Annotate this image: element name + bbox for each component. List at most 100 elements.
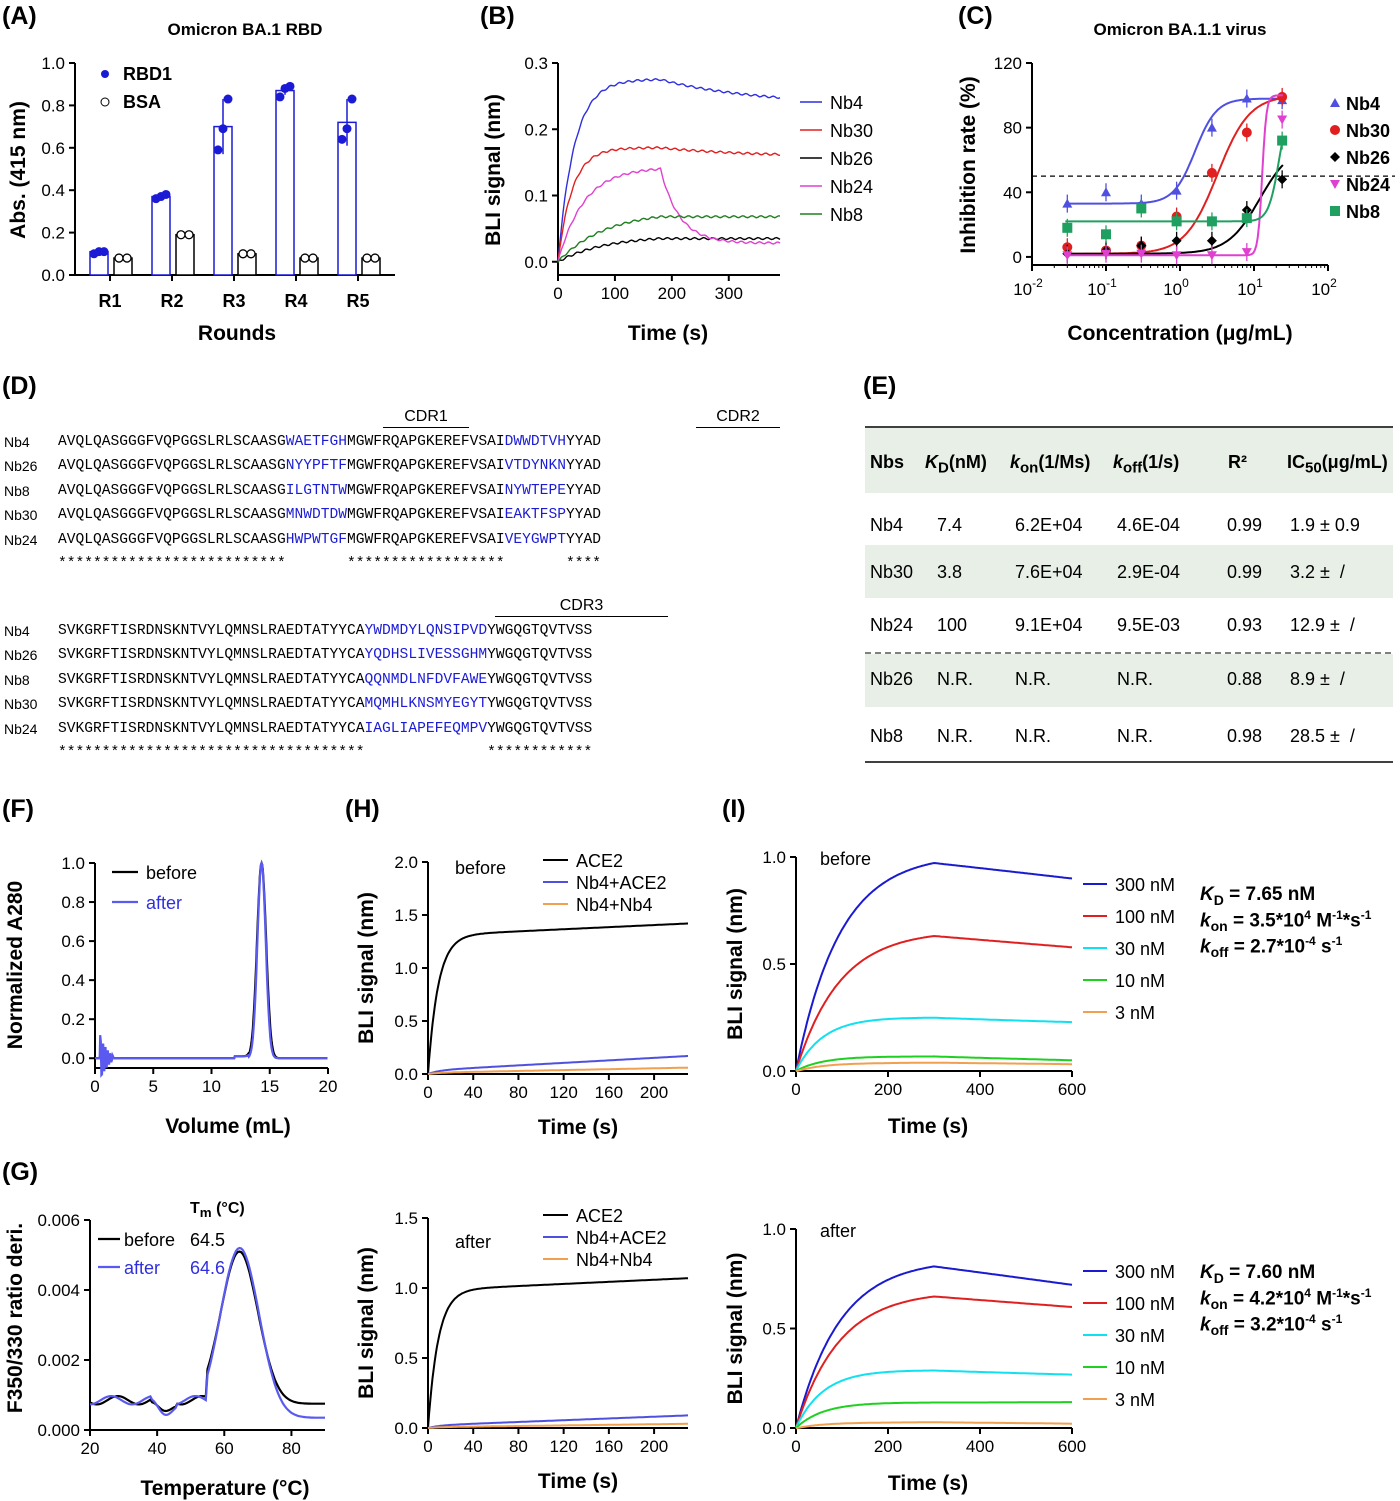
point-nb24 (1101, 249, 1111, 259)
tm-after: 64.6 (190, 1258, 225, 1278)
table-cell: 8.9 ± / (1290, 669, 1345, 689)
koff-a: = 2.7*10 (1228, 936, 1306, 958)
legend-label: 100 nM (1115, 1294, 1175, 1314)
col-r2: R² (1228, 452, 1247, 472)
a-xtick-label: R4 (284, 291, 307, 311)
legend-marker (1330, 98, 1340, 107)
table-cell: N.R. (1117, 726, 1153, 746)
i-ytick-label: 0.0 (762, 1419, 786, 1438)
legend-marker (1330, 180, 1340, 189)
h-xtick-label: 0 (423, 1083, 432, 1102)
kon-e2: -1 (1332, 907, 1343, 922)
framework-segment: MGWFRQAPGKEREFVSAI (347, 507, 505, 524)
legend-label-nb4: Nb4 (1346, 94, 1380, 114)
legend-marker-bsa (100, 97, 110, 107)
a-ytick-label: 1.0 (41, 54, 65, 73)
point-nb8 (1062, 222, 1073, 233)
h-xtick-label: 160 (595, 1437, 623, 1456)
point-bsa (300, 253, 310, 263)
legend-label: 30 nM (1115, 939, 1165, 959)
framework-segment: SVKGRFTISRDNSKNTVYLQMNSLRAEDTATYYCA (58, 671, 365, 688)
i-ytick-label: 0.5 (762, 1320, 786, 1339)
framework-segment: MGWFRQAPGKEREFVSAI (347, 531, 505, 548)
table-cell: N.R. (937, 726, 973, 746)
legend-label-before: before (124, 1230, 175, 1250)
x-axis-label: Rounds (198, 322, 276, 345)
seq-row: AVQLQASGGGFVQPGGSLRLSCAASGILGTNTWMGWFRQA… (58, 479, 601, 503)
point-rbd1 (337, 134, 347, 144)
table-cell: 6.2E+04 (1015, 515, 1083, 535)
f-ytick-label: 0.6 (61, 932, 85, 951)
legend-label: 3 nM (1115, 1390, 1155, 1410)
framework-segment: YYAD (565, 434, 601, 450)
i-xtick-label: 400 (966, 1080, 994, 1099)
point-nb8 (1136, 203, 1147, 214)
table-cell: 0.88 (1227, 669, 1263, 689)
table-cell: 7.6E+04 (1015, 562, 1083, 582)
c-xtick-label: 10-1 (1087, 276, 1117, 299)
tm-t: T (190, 1200, 200, 1217)
point-nb8 (1101, 229, 1111, 240)
legend-label-nb8: Nb8 (1346, 202, 1380, 222)
seq-row: SVKGRFTISRDNSKNTVYLQMNSLRAEDTATYYCAYWDMD… (58, 619, 592, 643)
table-cell: N.R. (1015, 669, 1051, 689)
koff-sub: off (1123, 459, 1143, 477)
bar-bsa (175, 233, 195, 276)
panel-label-d: (D) (2, 372, 37, 400)
point-bsa (362, 253, 372, 263)
framework-segment: AVQLQASGGGFVQPGGSLRLSCAASG (58, 531, 286, 548)
point-nb26 (1171, 235, 1182, 246)
legend-label: 10 nM (1115, 971, 1165, 991)
h-ytick-label: 0.5 (394, 1012, 418, 1031)
koff-e: -4 (1305, 933, 1316, 948)
panel-label-b: (B) (480, 2, 515, 30)
framework-segment: AVQLQASGGGFVQPGGSLRLSCAASG (58, 507, 286, 524)
kd-line: KD = 7.60 nM (1200, 1262, 1316, 1286)
kon-e2: -1 (1332, 1285, 1343, 1300)
legend-label: 300 nM (1115, 1262, 1175, 1282)
h-xtick-label: 80 (509, 1437, 528, 1456)
f-xtick-label: 10 (202, 1077, 221, 1096)
trace-after (95, 859, 328, 1078)
legend-label-nb30: Nb30 (1346, 121, 1390, 141)
table-cell: Nb24 (870, 615, 914, 635)
seq-name: Nb30 (4, 696, 38, 713)
framework-segment: AVQLQASGGGFVQPGGSLRLSCAASG (58, 482, 286, 499)
framework-segment: YWGQGTQVTVSS (487, 720, 593, 737)
i-xtick-label: 600 (1058, 1080, 1086, 1099)
table-cell: Nb8 (870, 726, 904, 746)
table-cell: 0.98 (1227, 726, 1263, 746)
point-bsa (184, 230, 194, 240)
b-ytick-label: 0.1 (524, 187, 548, 206)
fit-params-after: KD = 7.60 nM kon = 4.2*104 M-1*s-1 koff … (1200, 1262, 1371, 1338)
cdr3-label: CDR3 (495, 597, 668, 617)
seq-row: SVKGRFTISRDNSKNTVYLQMNSLRAEDTATYYCAYQDHS… (58, 643, 592, 667)
h-ytick-label: 0.0 (394, 1419, 418, 1438)
seq-name: Nb30 (4, 507, 38, 524)
a-xtick-label: R3 (222, 291, 245, 311)
point-bsa (308, 253, 318, 263)
h-ytick-label: 1.0 (394, 1279, 418, 1298)
series-line-300nm (795, 861, 1073, 1072)
panel-label-e: (E) (863, 372, 897, 400)
point-bsa (176, 230, 186, 240)
i-xtick-label: 200 (874, 1437, 902, 1456)
x-axis-label: Time (s) (888, 1115, 968, 1138)
panel-label-g: (G) (2, 1158, 39, 1186)
legend-label-nb4: Nb4 (830, 93, 863, 113)
g-xtick-label: 60 (215, 1439, 234, 1458)
legend-label-nb24: Nb24 (1346, 175, 1390, 195)
seq-name: Nb24 (4, 531, 38, 548)
kd-unit: (nM) (948, 452, 987, 472)
panel-label-f: (F) (2, 795, 34, 823)
table-cell: 2.9E-04 (1117, 562, 1181, 582)
legend-label: 300 nM (1115, 875, 1175, 895)
point-bsa (246, 249, 256, 259)
series-line-ace2 (427, 922, 688, 1075)
framework-segment: MGWFRQAPGKEREFVSAI (347, 458, 505, 475)
point-nb24 (1171, 251, 1182, 261)
conservation-line: *********************************** ****… (58, 745, 593, 761)
point-nb26 (1206, 235, 1217, 246)
point-nb24 (1277, 115, 1288, 125)
y-axis-label: Normalized A280 (4, 881, 27, 1049)
